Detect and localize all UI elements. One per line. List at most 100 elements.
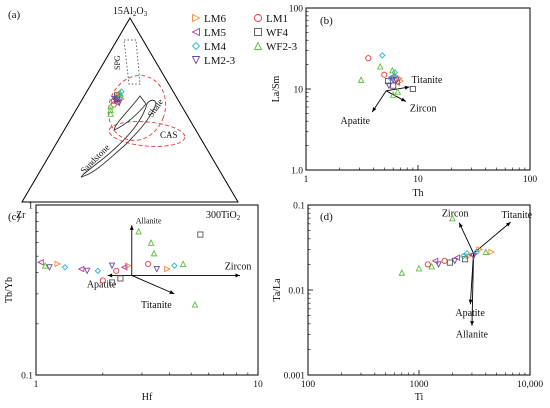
point-d-wf2-3-1 xyxy=(415,264,423,272)
xtick-label-c-1: 10 xyxy=(253,380,263,390)
point-b-wf2-3-3 xyxy=(394,87,402,95)
legend-label-lm4: LM4 xyxy=(204,41,227,53)
panel-b-points xyxy=(357,52,416,98)
vector-head-c-allanite xyxy=(129,225,134,230)
point-c-wf2-3-1 xyxy=(135,227,142,235)
xtick-label-d-2: 10,000 xyxy=(517,380,543,390)
legend-label-lm5: LM5 xyxy=(204,27,227,39)
point-a-wf2-3-2 xyxy=(116,89,124,97)
point-c-lm2-3-1 xyxy=(83,267,91,275)
point-c-wf2-3-3 xyxy=(179,260,187,268)
vector-head-b-titanite xyxy=(404,85,410,90)
plot-frame-c xyxy=(35,204,259,376)
point-c-lm2-3-2 xyxy=(108,262,116,270)
vector-head-c-apatite xyxy=(107,273,113,278)
sandstone-lobe xyxy=(113,95,147,131)
point-c-wf4-0 xyxy=(108,279,116,286)
point-a-wf2-3-1 xyxy=(107,106,114,114)
ytick-label-d-2: 0.1 xyxy=(293,202,305,212)
point-d-wf2-3-3 xyxy=(482,248,490,256)
legend-marker-lm1 xyxy=(254,14,262,22)
legend-marker-wf2-3 xyxy=(253,41,263,50)
point-b-wf4-1 xyxy=(409,85,416,93)
xtick-label-b-1: 10 xyxy=(413,175,423,185)
apex-right-label: 300TiO2 xyxy=(206,210,241,222)
legend-label-wf4: WF4 xyxy=(266,27,289,39)
xlabel-b: Th xyxy=(412,188,423,199)
vector-d-titanite xyxy=(473,221,511,254)
point-b-lm4-0 xyxy=(379,52,386,59)
point-a-lm4-0 xyxy=(118,88,125,95)
apex-top-label: 15Al2O3 xyxy=(113,6,148,18)
vector-label-b-titanite: Titanite xyxy=(412,75,443,86)
point-d-wf2-3-2 xyxy=(449,214,456,222)
ytick-label-b-1: 10 xyxy=(294,86,304,96)
point-b-wf2-3-2 xyxy=(389,91,397,98)
legend-label-wf2-3: WF2-3 xyxy=(266,41,298,53)
panel-label-d: (d) xyxy=(320,211,333,223)
point-d-wf2-3-0 xyxy=(398,269,406,276)
vector-head-b-zircon xyxy=(400,97,406,102)
shale-field xyxy=(107,75,167,141)
point-c-lm2-3-3 xyxy=(153,265,161,273)
point-c-wf2-3-5 xyxy=(147,239,155,246)
vector-d-zircon xyxy=(458,222,474,254)
legend-label-lm1: LM1 xyxy=(266,13,288,25)
point-c-lm1-2 xyxy=(145,260,152,268)
xlabel-d: Ti xyxy=(415,392,424,403)
point-b-wf2-3-4 xyxy=(389,66,396,74)
point-b-lm2-3-1 xyxy=(385,82,393,90)
vector-label-b-apatite: Apatite xyxy=(341,116,371,127)
point-d-lm4-1 xyxy=(473,248,480,256)
legend-label-lm6: LM6 xyxy=(204,13,227,25)
point-d-lm5-0 xyxy=(431,257,439,265)
panel-label-c: (c) xyxy=(8,211,21,223)
ytick-label-c-1: 1 xyxy=(28,202,33,212)
point-c-lm5-2 xyxy=(120,263,128,271)
point-a-lm2-3-1 xyxy=(115,99,123,107)
legend-marker-wf4 xyxy=(254,28,262,36)
point-c-lm5-1 xyxy=(77,265,85,273)
legend-marker-lm4 xyxy=(191,41,201,51)
point-d-lm1-1 xyxy=(441,257,448,264)
vector-head-d-apatite xyxy=(468,299,473,305)
vector-c-titanite xyxy=(131,275,175,295)
vector-label-c-zircon: Zircon xyxy=(225,261,252,272)
vector-label-c-titanite: Titanite xyxy=(141,300,172,311)
ytick-label-d-1: 0.01 xyxy=(288,287,305,297)
axes-b: 1 10 100 1.0 10 100 xyxy=(289,5,538,186)
legend-label-lm2-3: LM2-3 xyxy=(204,55,236,67)
ternary-triangle xyxy=(21,17,239,203)
point-d-lm2-3-2 xyxy=(470,253,477,260)
panel-d: (d) 100 1000 10,000 0.001 0.01 0.1 Zircon Tita… xyxy=(272,202,543,404)
vector-head-d-titanite xyxy=(505,222,511,227)
vector-label-d-apatite: Apatite xyxy=(455,308,485,319)
point-d-lm6-1 xyxy=(488,248,496,256)
xtick-label-b-0: 1 xyxy=(304,175,309,185)
panel-a-points xyxy=(107,88,125,117)
spg-label: SPG xyxy=(113,55,122,70)
vector-d-allanite xyxy=(471,253,474,326)
point-a-wf2-3-3 xyxy=(107,110,114,117)
point-d-lm2-3-0 xyxy=(435,261,442,269)
point-d-wf2-3-4 xyxy=(428,262,435,270)
point-c-lm1-0 xyxy=(113,267,120,274)
vector-label-b-zircon: Zircon xyxy=(410,104,437,115)
point-b-lm1-1 xyxy=(381,71,388,78)
xtick-label-d-1: 1000 xyxy=(410,380,429,390)
point-c-lm6-1 xyxy=(125,262,132,269)
vector-head-d-allanite xyxy=(470,321,475,326)
xtick-label-c-0: 1 xyxy=(34,380,39,390)
vector-label-d-titanite: Titanite xyxy=(501,210,532,221)
ytick-label-d-0: 0.001 xyxy=(284,372,306,382)
apex-left-label: Zr xyxy=(16,210,26,221)
point-c-wf4-2 xyxy=(117,275,124,282)
panel-d-points xyxy=(398,214,496,276)
point-a-wf2-3-0 xyxy=(107,102,114,110)
xtick-label-d-0: 100 xyxy=(301,380,316,390)
point-c-lm1-1 xyxy=(99,277,106,284)
ytick-label-b-0: 1.0 xyxy=(291,167,303,177)
xtick-label-b-2: 100 xyxy=(523,175,538,185)
point-d-lm2-3-1 xyxy=(451,257,459,265)
plot-frame-d xyxy=(307,204,531,376)
